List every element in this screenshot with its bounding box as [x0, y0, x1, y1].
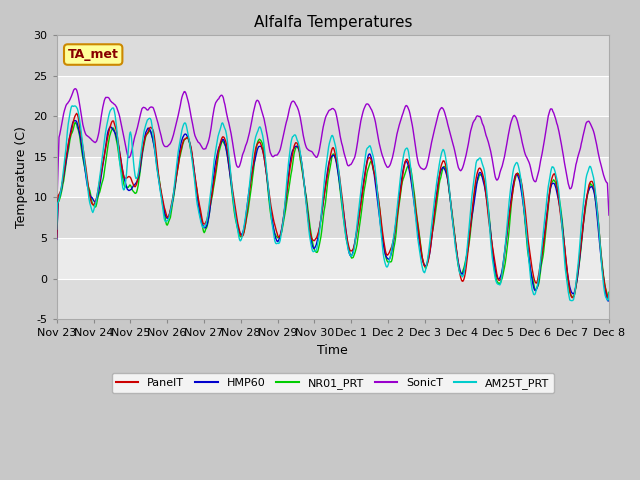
Bar [57, 76, 609, 117]
Bar [57, 117, 609, 157]
Title: Alfalfa Temperatures: Alfalfa Temperatures [253, 15, 412, 30]
Bar [57, 157, 609, 197]
Text: TA_met: TA_met [68, 48, 118, 61]
Bar [57, 36, 609, 76]
Bar [57, 278, 609, 319]
X-axis label: Time: Time [317, 344, 348, 357]
Legend: PanelT, HMP60, NR01_PRT, SonicT, AM25T_PRT: PanelT, HMP60, NR01_PRT, SonicT, AM25T_P… [112, 373, 554, 393]
Y-axis label: Temperature (C): Temperature (C) [15, 126, 28, 228]
Bar [57, 238, 609, 278]
Bar [57, 197, 609, 238]
